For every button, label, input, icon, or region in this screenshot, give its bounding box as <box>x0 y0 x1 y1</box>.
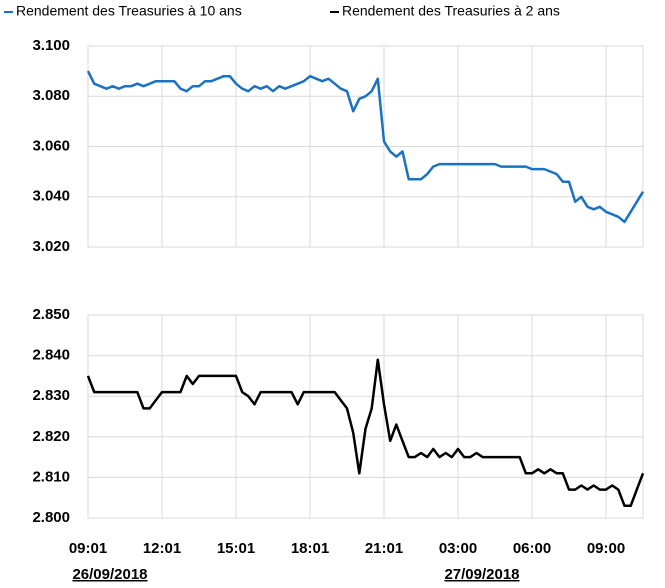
y-tick-label: 3.020 <box>32 238 70 255</box>
y-tick-label: 3.060 <box>32 137 70 154</box>
legend-label: Rendement des Treasuries à 10 ans <box>16 3 242 19</box>
date-label: 26/09/2018 <box>72 566 147 583</box>
date-label: 27/09/2018 <box>444 566 519 583</box>
series-line <box>86 358 645 508</box>
y-tick-label: 2.810 <box>32 468 70 485</box>
x-tick-label: 09:01 <box>69 540 107 557</box>
plot-frame <box>87 45 644 248</box>
legend-label: Rendement des Treasuries à 2 ans <box>342 3 560 19</box>
x-tick-label: 21:01 <box>365 540 403 557</box>
y-tick-label: 2.830 <box>32 387 70 404</box>
x-tick-label: 18:01 <box>291 540 329 557</box>
y-tick-label: 2.850 <box>32 306 70 323</box>
y-tick-label: 2.800 <box>32 509 70 526</box>
series-line <box>86 70 645 224</box>
x-tick-label: 09:00 <box>587 540 625 557</box>
x-tick-label: 12:01 <box>143 540 181 557</box>
x-tick-label: 15:01 <box>217 540 255 557</box>
x-tick-label: 06:00 <box>513 540 551 557</box>
plot-frame <box>87 314 644 519</box>
x-tick-label: 03:00 <box>439 540 477 557</box>
y-tick-label: 3.040 <box>32 188 70 205</box>
y-tick-label: 3.080 <box>32 87 70 104</box>
y-tick-label: 3.100 <box>32 37 70 54</box>
y-tick-label: 2.840 <box>32 347 70 364</box>
y-tick-label: 2.820 <box>32 428 70 445</box>
